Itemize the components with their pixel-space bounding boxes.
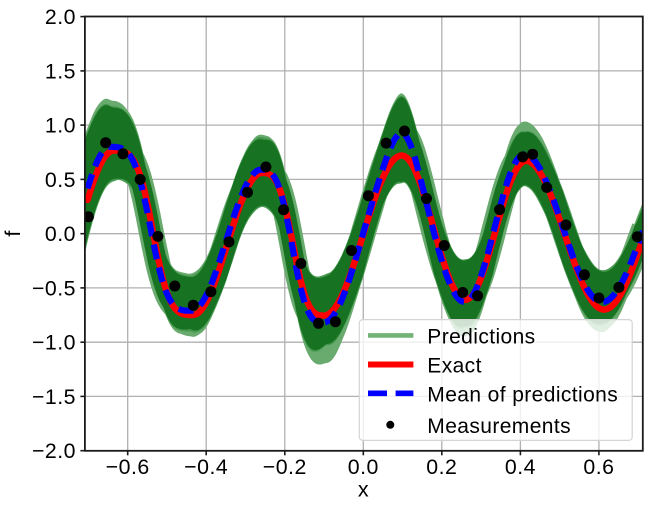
- svg-text:x: x: [358, 478, 369, 502]
- svg-text:0.4: 0.4: [505, 455, 536, 479]
- svg-text:Measurements: Measurements: [427, 415, 571, 438]
- svg-text:−0.4: −0.4: [184, 455, 228, 479]
- svg-text:Exact: Exact: [427, 355, 482, 378]
- svg-text:0.6: 0.6: [583, 455, 614, 479]
- svg-text:−1.5: −1.5: [32, 385, 76, 409]
- svg-text:−0.2: −0.2: [263, 455, 307, 479]
- svg-text:−1.0: −1.0: [32, 331, 76, 355]
- svg-text:−0.5: −0.5: [32, 276, 76, 300]
- svg-text:1.0: 1.0: [45, 114, 76, 138]
- svg-text:f: f: [1, 231, 25, 237]
- svg-text:0.2: 0.2: [426, 455, 457, 479]
- svg-text:−2.0: −2.0: [32, 439, 76, 463]
- svg-text:Predictions: Predictions: [427, 326, 535, 349]
- svg-text:Mean of predictions: Mean of predictions: [427, 383, 618, 406]
- svg-text:0.0: 0.0: [45, 222, 76, 246]
- svg-text:2.0: 2.0: [45, 5, 76, 29]
- svg-text:0.5: 0.5: [45, 168, 76, 192]
- svg-text:−0.6: −0.6: [106, 455, 150, 479]
- svg-text:0.0: 0.0: [348, 455, 379, 479]
- svg-text:1.5: 1.5: [45, 59, 76, 83]
